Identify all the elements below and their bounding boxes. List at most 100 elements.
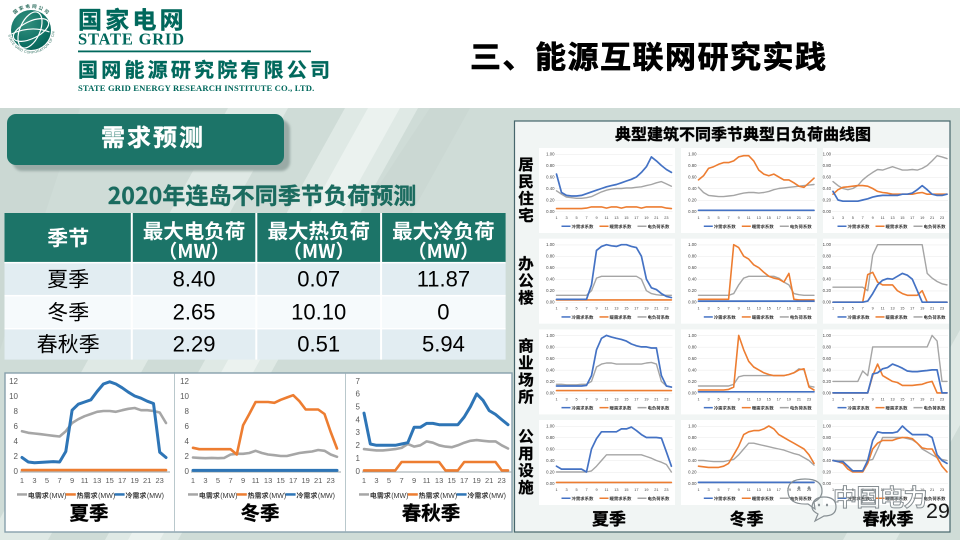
svg-text:5: 5 <box>575 397 577 401</box>
svg-text:23: 23 <box>664 397 668 401</box>
svg-text:19: 19 <box>920 488 924 492</box>
svg-text:17: 17 <box>634 488 638 492</box>
svg-text:13: 13 <box>264 476 272 485</box>
svg-text:10: 10 <box>180 392 189 401</box>
svg-text:15: 15 <box>624 397 628 401</box>
svg-text:19: 19 <box>920 307 924 311</box>
svg-text:3: 3 <box>565 307 567 311</box>
svg-text:9: 9 <box>595 488 597 492</box>
svg-text:23: 23 <box>156 476 164 485</box>
svg-text:23: 23 <box>940 488 944 492</box>
svg-text:0.40: 0.40 <box>546 367 555 372</box>
svg-text:13: 13 <box>614 397 618 401</box>
svg-text:5: 5 <box>356 403 361 412</box>
svg-text:15: 15 <box>767 488 771 492</box>
svg-text:19: 19 <box>920 216 924 220</box>
svg-text:0.51: 0.51 <box>297 332 340 357</box>
svg-text:9: 9 <box>738 488 740 492</box>
svg-text:0.80: 0.80 <box>546 435 555 440</box>
svg-text:21: 21 <box>797 397 801 401</box>
svg-text:0.80: 0.80 <box>823 254 832 259</box>
svg-text:0.60: 0.60 <box>546 356 555 361</box>
svg-text:13: 13 <box>890 216 894 220</box>
svg-text:0.20: 0.20 <box>823 288 832 293</box>
svg-text:21: 21 <box>485 476 493 485</box>
svg-text:23: 23 <box>807 307 811 311</box>
svg-text:STATE GRID: STATE GRID <box>78 30 185 49</box>
svg-text:0.00: 0.00 <box>688 390 697 395</box>
svg-text:19: 19 <box>787 307 791 311</box>
svg-text:0.00: 0.00 <box>823 209 832 214</box>
svg-text:0.20: 0.20 <box>688 288 697 293</box>
svg-text:3: 3 <box>707 216 709 220</box>
svg-text:0.80: 0.80 <box>688 435 697 440</box>
svg-text:7: 7 <box>862 307 864 311</box>
svg-text:0.60: 0.60 <box>688 447 697 452</box>
svg-text:3: 3 <box>842 397 844 401</box>
svg-text:11: 11 <box>747 307 751 311</box>
svg-text:13: 13 <box>614 216 618 220</box>
svg-text:1: 1 <box>362 476 366 485</box>
svg-text:15: 15 <box>900 488 904 492</box>
svg-text:0.60: 0.60 <box>688 356 697 361</box>
svg-text:9: 9 <box>595 307 597 311</box>
svg-text:(MW): (MW) <box>147 493 164 500</box>
svg-text:0.00: 0.00 <box>688 209 697 214</box>
svg-text:7: 7 <box>400 476 404 485</box>
svg-text:6: 6 <box>185 422 190 431</box>
svg-text:1.00: 1.00 <box>546 424 555 429</box>
svg-text:(MW): (MW) <box>391 493 408 500</box>
svg-text:0.60: 0.60 <box>546 265 555 270</box>
svg-text:0.00: 0.00 <box>688 481 697 486</box>
svg-text:1.00: 1.00 <box>688 333 697 338</box>
svg-text:0.80: 0.80 <box>688 254 697 259</box>
svg-text:13: 13 <box>757 488 761 492</box>
svg-text:15: 15 <box>106 476 114 485</box>
svg-text:21: 21 <box>797 488 801 492</box>
svg-text:5: 5 <box>852 307 854 311</box>
svg-text:6: 6 <box>14 422 19 431</box>
svg-text:2: 2 <box>356 441 361 450</box>
svg-text:9: 9 <box>70 476 74 485</box>
svg-text:0.80: 0.80 <box>823 344 832 349</box>
svg-text:23: 23 <box>664 307 668 311</box>
svg-text:5: 5 <box>852 216 854 220</box>
svg-text:7: 7 <box>728 397 730 401</box>
svg-text:3: 3 <box>707 488 709 492</box>
svg-text:(MW): (MW) <box>220 493 237 500</box>
svg-text:0.80: 0.80 <box>823 163 832 168</box>
svg-text:11: 11 <box>605 307 609 311</box>
svg-text:4: 4 <box>356 415 361 424</box>
svg-text:0.20: 0.20 <box>546 198 555 203</box>
svg-text:0.00: 0.00 <box>823 390 832 395</box>
svg-text:0: 0 <box>185 467 190 476</box>
svg-text:(MW): (MW) <box>440 493 457 500</box>
svg-text:0.00: 0.00 <box>823 481 832 486</box>
svg-text:(MW): (MW) <box>489 493 506 500</box>
svg-text:2: 2 <box>185 452 190 461</box>
svg-text:7: 7 <box>229 476 233 485</box>
svg-text:6: 6 <box>356 390 361 399</box>
svg-text:21: 21 <box>930 216 934 220</box>
svg-text:13: 13 <box>757 216 761 220</box>
svg-text:21: 21 <box>654 216 658 220</box>
svg-text:7: 7 <box>585 488 587 492</box>
svg-text:0.60: 0.60 <box>823 265 832 270</box>
svg-text:19: 19 <box>644 216 648 220</box>
svg-text:19: 19 <box>473 476 481 485</box>
svg-text:11: 11 <box>881 397 885 401</box>
svg-text:3: 3 <box>842 216 844 220</box>
svg-text:1: 1 <box>20 476 24 485</box>
svg-text:0.40: 0.40 <box>546 458 555 463</box>
svg-text:2.29: 2.29 <box>173 332 216 357</box>
svg-text:0.00: 0.00 <box>546 300 555 305</box>
svg-text:11: 11 <box>81 476 89 485</box>
svg-text:0.80: 0.80 <box>688 163 697 168</box>
svg-text:1: 1 <box>555 307 557 311</box>
svg-text:0.40: 0.40 <box>823 367 832 372</box>
svg-text:7: 7 <box>862 216 864 220</box>
svg-text:1.00: 1.00 <box>688 152 697 157</box>
svg-text:3: 3 <box>203 476 207 485</box>
svg-text:11: 11 <box>605 216 609 220</box>
svg-text:21: 21 <box>143 476 151 485</box>
